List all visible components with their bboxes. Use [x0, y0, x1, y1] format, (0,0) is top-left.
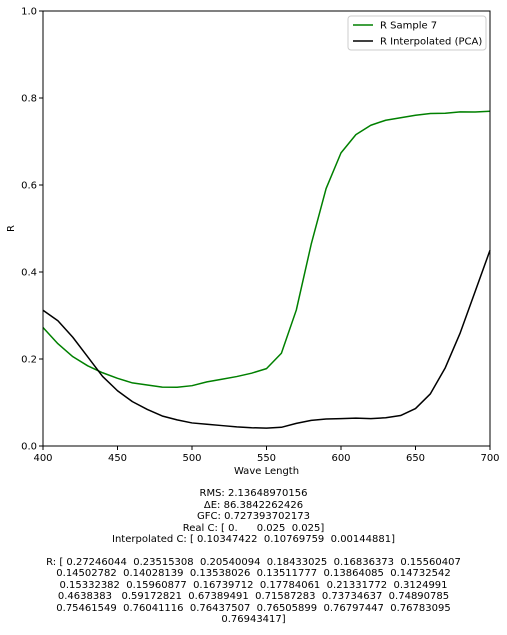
- r-values-line: R: [ 0.27246044 0.23515308 0.20540094 0.…: [46, 556, 461, 568]
- r-values-line: 0.14502782 0.14028139 0.13538026 0.13511…: [56, 568, 451, 579]
- x-axis-title: Wave Length: [234, 466, 299, 477]
- x-axis-ticks: 400 450 500 550 600 650 700: [33, 446, 500, 464]
- x-tick-label: 650: [406, 453, 425, 464]
- chart-figure: 400 450 500 550 600 650 700 0.0 0.2 0.4 0.6 0.8 1.0…: [6, 7, 500, 478]
- real-c-value: Real C: [ 0. 0.025 0.025]: [182, 522, 325, 534]
- interpolated-c-value: Interpolated C: [ 0.10347422 0.10769759 …: [112, 534, 395, 545]
- y-axis-title: R: [6, 225, 17, 232]
- plot-frame: [42, 10, 491, 447]
- y-tick-label: 0.2: [21, 355, 37, 366]
- y-tick-label: 0.8: [21, 94, 37, 105]
- x-tick-label: 700: [480, 453, 499, 464]
- x-tick-label: 400: [33, 453, 52, 464]
- y-tick-label: 1.0: [21, 7, 37, 18]
- y-axis-ticks: 0.0 0.2 0.4 0.6 0.8 1.0: [21, 7, 43, 453]
- y-tick-label: 0.0: [21, 442, 37, 453]
- legend: R Sample 7 R Interpolated (PCA): [347, 15, 487, 51]
- delta-e-value: ΔE: 86.3842262426: [203, 499, 304, 511]
- legend-box: [347, 15, 487, 51]
- x-tick-label: 500: [182, 453, 201, 464]
- gfc-value: GFC: 0.727393702173: [197, 511, 310, 522]
- series-line-1: [42, 110, 491, 388]
- r-values-line: 0.15332382 0.15960877 0.16739712 0.17784…: [59, 579, 448, 591]
- results-text: RMS: 2.13648970156 ΔE: 86.3842262426 GFC…: [0, 488, 507, 626]
- rms-value: RMS: 2.13648970156: [199, 488, 308, 499]
- y-tick-label: 0.4: [21, 268, 37, 279]
- x-tick-label: 550: [257, 453, 276, 464]
- x-tick-label: 450: [108, 453, 127, 464]
- legend-label-1: R Sample 7: [380, 21, 437, 32]
- series-line-2: [42, 249, 491, 429]
- spacer: [0, 546, 507, 557]
- r-values-line: 0.75461549 0.76041116 0.76437507 0.76505…: [56, 602, 451, 614]
- r-values-line: 0.4638383 0.59172821 0.67389491 0.715872…: [57, 591, 450, 602]
- y-tick-label: 0.6: [21, 181, 37, 192]
- legend-label-2: R Interpolated (PCA): [380, 37, 482, 48]
- x-tick-label: 600: [331, 453, 350, 464]
- plot-lines: [42, 110, 491, 429]
- r-values-line: 0.76943417]: [221, 614, 286, 625]
